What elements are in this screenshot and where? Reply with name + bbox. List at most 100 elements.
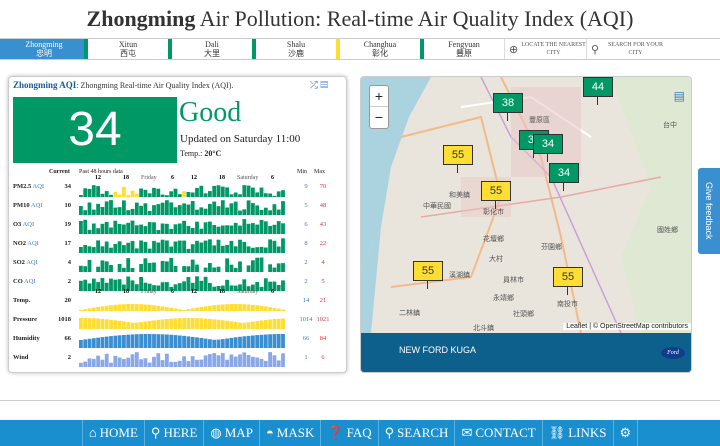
sparkline-bar — [79, 247, 83, 253]
sparkline-bar — [143, 241, 148, 253]
map-place-label: 豐原區 — [529, 116, 550, 124]
sparkline-bar — [130, 280, 135, 291]
locate-nearest-city-button[interactable]: ⊕ LOCATE THE NEAREST CITY — [504, 39, 586, 59]
sparkline-bar — [255, 224, 260, 234]
sparkline-bar — [272, 355, 277, 367]
sparkline-bar — [173, 266, 178, 272]
sparkline-bar — [169, 307, 174, 311]
row-label: Wind — [13, 354, 29, 361]
map-tiles — [361, 77, 691, 333]
sparkline-bar — [229, 194, 234, 197]
row-label: CO AQI — [13, 278, 36, 285]
sparkline-bar — [83, 188, 88, 197]
sparkline-bar — [96, 355, 100, 367]
sparkline-bar — [225, 359, 229, 367]
sparkline-bar — [259, 305, 264, 311]
sparkline-bar — [251, 304, 255, 311]
nav-search[interactable]: ⚲ SEARCH — [377, 420, 455, 446]
nav-faq[interactable]: ❓ FAQ — [320, 420, 377, 446]
sparkline-bar — [100, 337, 105, 348]
sparkline-bar — [268, 352, 272, 367]
sparkline-bar — [91, 307, 96, 311]
aqi-marker[interactable]: 34 — [549, 163, 579, 191]
sparkline-bar — [165, 334, 169, 348]
sparkline-bar — [130, 240, 135, 253]
map-attribution[interactable]: Leaflet | © OpenStreetMap contributors — [563, 323, 691, 330]
nav-here[interactable]: ⚲ HERE — [143, 420, 203, 446]
city-tab-shalu[interactable]: Shalu 沙鹿 — [252, 39, 336, 59]
sparkline-bar — [246, 304, 251, 311]
city-tab-dali[interactable]: Dali 大里 — [168, 39, 252, 59]
aqi-map[interactable]: + − ▤ 443834343455555555 中華民國豐原區台中和美鎮彰化市… — [360, 76, 692, 373]
nav-mask[interactable]: ◓ MASK — [258, 420, 320, 446]
sparkline-bar — [87, 283, 92, 291]
nav-home[interactable]: ⌂ HOME — [81, 420, 144, 446]
layers-icon[interactable]: ▤ — [673, 89, 685, 103]
sparkline-bar — [122, 186, 126, 197]
sparkline-bar — [147, 262, 152, 272]
row-current: 19 — [64, 221, 72, 228]
sparkline-bar — [134, 202, 139, 215]
sparkline-bar — [152, 334, 156, 348]
sparkline-bar — [139, 276, 143, 291]
sparkline-bar — [195, 337, 199, 348]
sparkline-bar — [190, 356, 195, 367]
sparkline-bar — [182, 335, 186, 348]
col-min: Min — [297, 169, 308, 175]
sparkline-bar — [126, 276, 131, 291]
aqi-marker[interactable]: 55 — [481, 181, 511, 209]
zoom-out-button[interactable]: − — [374, 109, 384, 125]
zoom-in-button[interactable]: + — [370, 86, 388, 107]
sparkline-bar — [182, 281, 186, 291]
aqi-marker[interactable]: 44 — [583, 77, 613, 105]
sparkline-bar — [259, 257, 264, 272]
give-feedback-button[interactable]: Give feedback — [698, 168, 720, 254]
sparkline-bar — [238, 261, 242, 272]
sparkline-bar — [83, 245, 88, 253]
sparkline-bar — [173, 284, 178, 291]
row-max: 1021 — [316, 316, 330, 323]
city-tab-zhongming[interactable]: Zhongming 忠明 — [0, 39, 84, 59]
aqi-marker[interactable]: 55 — [443, 145, 473, 173]
updated-time: Updated on Saturday 11:00 — [180, 133, 301, 145]
sparkline-bar — [229, 304, 234, 311]
nav-links[interactable]: ⛓ LINKS — [541, 420, 613, 446]
sparkline-bar — [147, 210, 152, 215]
sparkline-bar — [165, 240, 169, 253]
sparkline-bar — [281, 238, 285, 253]
city-tab-changhua[interactable]: Changhua 彰化 — [336, 39, 420, 59]
nav-contact[interactable]: ✉ CONTACT — [454, 420, 541, 446]
cards-icon[interactable]: ▤ — [320, 80, 328, 91]
page-title: Zhongming Air Pollution: Real-time Air Q… — [0, 0, 720, 38]
sparkline-bar — [190, 259, 195, 272]
nav-settings[interactable]: ⚙ — [612, 420, 639, 446]
sparkline-bar — [203, 267, 208, 272]
sparkline-bar — [216, 185, 221, 197]
sparkline-bar — [160, 282, 165, 291]
nav-map[interactable]: ◍ MAP — [203, 420, 259, 446]
row-max: 22 — [319, 240, 327, 247]
aqi-marker[interactable]: 55 — [553, 267, 583, 295]
search-city-button[interactable]: ⚲ SEARCH FOR YOUR CITY — [586, 39, 668, 59]
aqi-marker[interactable]: 34 — [533, 134, 563, 162]
sparkline-bar — [177, 360, 182, 367]
map-place-label: 芬園鄉 — [541, 243, 562, 251]
sparkline-bar — [259, 219, 264, 234]
aqi-marker[interactable]: 55 — [413, 261, 443, 289]
share-icon[interactable]: ⤮ — [309, 80, 318, 91]
city-tab-fengyuan[interactable]: Fengyuan 豐原 — [420, 39, 504, 59]
pollutant-table: Current Past 48 hours data Min Max PM2.5… — [9, 169, 348, 368]
sparkline-bar — [251, 260, 255, 272]
sparkline-bar — [233, 267, 238, 272]
city-tab-xitun[interactable]: Xitun 西屯 — [84, 39, 168, 59]
aqi-marker[interactable]: 38 — [493, 93, 523, 121]
ad-banner[interactable]: NEW FORD KUGA Ford — [361, 333, 691, 372]
sparkline-bar — [100, 246, 105, 253]
sparkline-bar — [152, 222, 156, 234]
sparkline-bar — [79, 206, 83, 215]
pollutant-row-pm25: PM2.5 AQI 34 9 70 12 18 Friday 6 12 18 Saturday 6 — [9, 175, 348, 197]
sparkline-bar — [96, 337, 100, 348]
sparkline-bar — [177, 335, 182, 348]
sparkline-bar — [199, 242, 204, 253]
sparkline-bar — [281, 190, 285, 197]
